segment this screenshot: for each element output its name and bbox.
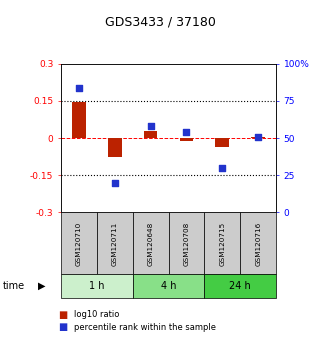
Bar (144, 131, 157, 138)
Point (112, 180, 117, 185)
Bar (108, 138, 122, 157)
Text: log10 ratio: log10 ratio (74, 310, 119, 319)
Text: GSM120708: GSM120708 (183, 221, 189, 266)
Point (76, 85, 82, 90)
Text: GSM120710: GSM120710 (76, 221, 82, 266)
Bar (215, 138, 229, 147)
Point (256, 134, 261, 139)
Text: GSM120715: GSM120715 (219, 221, 225, 266)
Text: ■: ■ (58, 310, 67, 320)
Point (148, 123, 153, 129)
Text: 1 h: 1 h (89, 281, 105, 291)
Text: ▶: ▶ (38, 281, 46, 291)
Text: GSM120648: GSM120648 (148, 221, 154, 266)
Text: 4 h: 4 h (161, 281, 176, 291)
Bar (180, 138, 193, 141)
Text: ■: ■ (58, 322, 67, 332)
Text: 24 h: 24 h (229, 281, 251, 291)
Text: GSM120711: GSM120711 (112, 221, 118, 266)
Bar (251, 137, 265, 138)
Text: GSM120716: GSM120716 (255, 221, 261, 266)
Text: time: time (3, 281, 25, 291)
Bar (72, 102, 86, 138)
Point (220, 165, 225, 171)
Text: percentile rank within the sample: percentile rank within the sample (74, 322, 216, 332)
Point (184, 129, 189, 135)
Text: GDS3433 / 37180: GDS3433 / 37180 (105, 16, 216, 29)
